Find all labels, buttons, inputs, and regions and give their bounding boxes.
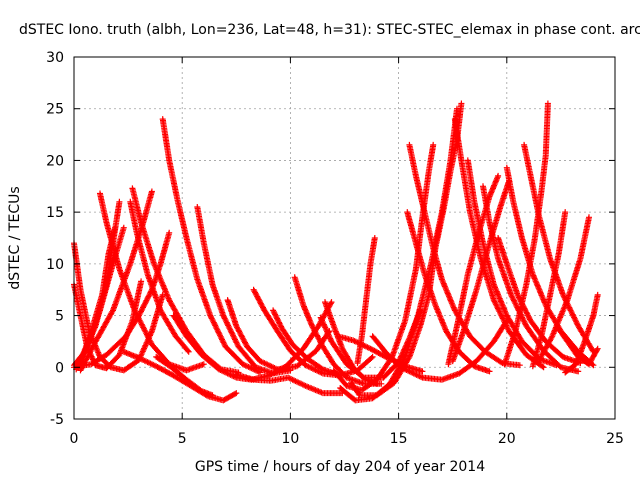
series-arc6: [77, 188, 155, 374]
y-tick-label: 0: [55, 360, 64, 376]
series-arc28: [335, 333, 426, 375]
series-layer: [71, 100, 601, 404]
series-arc30: [406, 141, 523, 369]
series-arc21: [233, 371, 346, 397]
series-arc34: [449, 178, 512, 365]
y-tick-label: 10: [46, 257, 64, 273]
y-tick-label: 5: [55, 309, 64, 325]
x-axis-label: GPS time / hours of day 204 of year 2014: [195, 459, 485, 475]
series-arc43: [553, 322, 601, 368]
series-arc11: [194, 204, 294, 377]
axis-ticks: 0 5 10 15 20 25 -5 0 5 10 15 20 25 30: [46, 50, 624, 447]
plot-border: [73, 56, 616, 420]
y-tick-label: 25: [46, 102, 64, 118]
series-arc39: [521, 141, 597, 355]
y-tick-label: 20: [46, 153, 64, 169]
series-arc14: [153, 353, 216, 399]
series-arc40: [529, 209, 569, 370]
series-arc19: [291, 274, 385, 387]
x-tick-label: 20: [498, 431, 516, 447]
x-tick-label: 10: [281, 431, 299, 447]
y-tick-label: -5: [50, 412, 64, 428]
x-tick-label: 25: [606, 431, 624, 447]
chart-title: dSTEC Iono. truth (albh, Lon=236, Lat=48…: [19, 22, 640, 38]
x-tick-label: 15: [390, 431, 408, 447]
series-arc12: [71, 229, 173, 371]
series-arc10: [159, 116, 264, 376]
series-arc41: [536, 214, 592, 363]
y-tick-label: 30: [46, 50, 64, 66]
series-arc18: [270, 307, 344, 379]
y-axis-label: dSTEC / TECUs: [7, 186, 23, 289]
x-tick-label: 0: [70, 431, 79, 447]
series-arc25: [354, 235, 378, 367]
y-tick-label: 15: [46, 205, 64, 221]
series-arc7: [97, 190, 207, 374]
x-tick-label: 5: [178, 431, 187, 447]
